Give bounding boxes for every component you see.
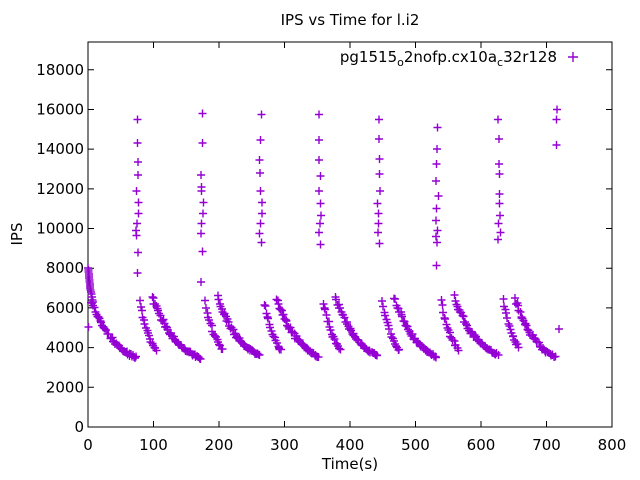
- x-tick-label: 300: [270, 436, 299, 454]
- x-tick-label: 200: [205, 436, 234, 454]
- y-tick-label: 18000: [36, 61, 84, 79]
- y-tick-label: 2000: [46, 378, 84, 396]
- y-tick-label: 16000: [36, 100, 84, 118]
- x-tick-label: 400: [336, 436, 365, 454]
- legend-marker-icon: [568, 52, 578, 62]
- x-tick-label: 100: [139, 436, 168, 454]
- chart-title: IPS vs Time for l.i2: [280, 11, 420, 29]
- y-tick-label: 6000: [46, 299, 84, 317]
- y-tick-label: 12000: [36, 180, 84, 198]
- y-tick-label: 4000: [46, 339, 84, 357]
- y-tick-label: 8000: [46, 259, 84, 277]
- y-tick-label: 0: [74, 418, 84, 436]
- scatter-points: [84, 105, 563, 363]
- x-tick-label: 600: [467, 436, 496, 454]
- x-tick-label: 0: [83, 436, 93, 454]
- x-tick-label: 500: [401, 436, 430, 454]
- y-tick-label: 14000: [36, 140, 84, 158]
- y-tick-label: 10000: [36, 220, 84, 238]
- x-tick-label: 800: [598, 436, 627, 454]
- legend-entry-label: pg1515o2nofp.cx10ac32r128: [339, 48, 557, 69]
- x-axis-label: Time(s): [321, 455, 379, 473]
- x-tick-label: 700: [532, 436, 561, 454]
